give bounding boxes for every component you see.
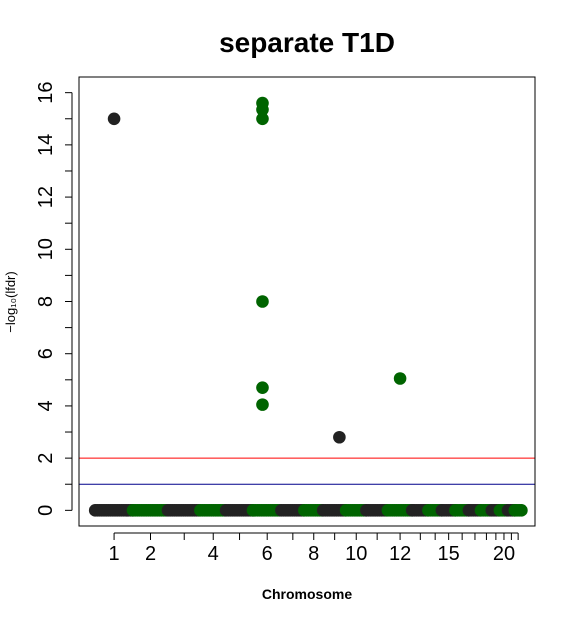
x-tick-label: 15 xyxy=(438,543,460,565)
y-tick-label: 0 xyxy=(35,505,57,516)
plot-frame xyxy=(78,76,536,527)
threshold-lines xyxy=(79,457,535,485)
y-tick-label: 8 xyxy=(35,296,57,307)
baseline-point-chr22 xyxy=(515,504,528,517)
x-tick-label: 8 xyxy=(308,543,319,565)
data-point-7 xyxy=(333,430,346,444)
y-tick-label: 10 xyxy=(35,238,57,260)
x-axis-label: Chromosome xyxy=(262,586,352,602)
y-axis: 0 2 4 6 8 10 12 14 16 xyxy=(35,82,73,516)
data-point-4 xyxy=(256,295,269,308)
data-point-6 xyxy=(256,398,269,411)
y-axis-label: −log₁₀(lfdr) xyxy=(3,271,18,332)
chart-title: separate T1D xyxy=(219,27,395,58)
y-tick-label: 2 xyxy=(35,453,57,464)
data-point-0 xyxy=(107,112,121,126)
x-tick-label: 2 xyxy=(145,543,156,565)
y-tick-label: 6 xyxy=(35,348,57,359)
y-tick-label: 4 xyxy=(35,400,57,411)
x-axis: 1 2 4 6 8 10 12 15 20 xyxy=(109,532,519,565)
y-tick-label: 16 xyxy=(35,82,57,104)
x-tick-label: 10 xyxy=(345,543,367,565)
x-tick-label: 4 xyxy=(208,543,219,565)
x-tick-label: 12 xyxy=(389,543,411,565)
data-point-2 xyxy=(256,103,269,116)
y-tick-label: 12 xyxy=(35,186,57,208)
data-point-3 xyxy=(256,112,269,126)
data-point-8 xyxy=(393,372,407,385)
significant-points xyxy=(107,96,407,444)
baseline-points xyxy=(88,504,528,517)
x-tick-label: 1 xyxy=(109,543,120,565)
data-point-5 xyxy=(256,381,269,394)
x-tick-label: 6 xyxy=(262,543,273,565)
y-tick-label: 14 xyxy=(35,134,57,156)
x-tick-label: 20 xyxy=(493,543,515,565)
